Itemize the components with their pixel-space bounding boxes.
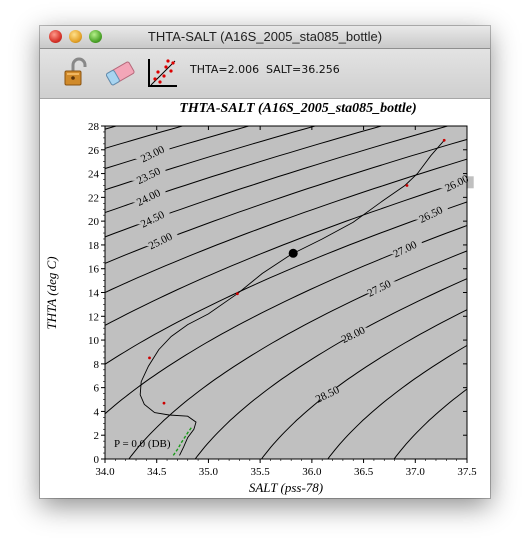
contour-label-bg	[310, 387, 345, 400]
profile-line	[139, 140, 445, 456]
x-tick-label: 35.5	[251, 466, 271, 478]
x-tick-label: 37.0	[406, 466, 426, 478]
contour-line	[105, 126, 450, 238]
x-axis-label: SALT (pss-78)	[249, 480, 323, 495]
contour-line	[260, 309, 467, 459]
app-window: THTA-SALT (A16S_2005_sta085_bottle)	[40, 26, 490, 498]
y-tick-label: 24	[88, 169, 100, 181]
x-tick-label: 34.0	[95, 466, 115, 478]
contour-line	[393, 388, 467, 459]
y-tick-label: 2	[94, 430, 100, 442]
close-button[interactable]	[49, 30, 62, 43]
pressure-annotation: P = 0.0 (DB)	[114, 438, 171, 450]
unlocked-padlock-icon[interactable]	[60, 57, 92, 89]
y-tick-label: 14	[88, 288, 100, 300]
contour-label-bg	[135, 147, 170, 159]
selected-point-marker[interactable]	[288, 248, 298, 258]
eraser-icon[interactable]	[104, 57, 136, 89]
plot-area[interactable]: THTA-SALT (A16S_2005_sta085_bottle) 23.0…	[40, 99, 490, 498]
y-tick-label: 26	[88, 145, 100, 157]
contour-label-bg	[135, 212, 170, 225]
x-tick-label: 34.5	[147, 466, 167, 478]
deep-water-segment	[172, 426, 193, 456]
scatter-plot-icon[interactable]	[146, 57, 178, 89]
contour-label-bg	[439, 176, 474, 189]
y-tick-label: 0	[94, 454, 100, 466]
y-tick-label: 28	[88, 121, 100, 133]
toolbar: THTA=2.006 SALT=36.256	[40, 49, 490, 99]
contour-label-bg	[131, 190, 166, 203]
x-tick-label: 36.5	[354, 466, 374, 478]
y-axis-label: THTA (deg C)	[44, 256, 59, 329]
sample-point	[162, 401, 166, 405]
sample-point	[236, 292, 239, 296]
x-tick-label: 37.5	[457, 466, 477, 478]
y-tick-label: 10	[88, 335, 100, 347]
y-tick-label: 18	[88, 240, 100, 252]
contour-label-bg	[131, 168, 166, 181]
contour-line	[194, 278, 467, 459]
y-tick-label: 22	[88, 192, 99, 204]
window-title: THTA-SALT (A16S_2005_sta085_bottle)	[147, 29, 383, 44]
contour-line	[327, 344, 467, 459]
contour-label-bg	[362, 281, 397, 294]
minimize-button[interactable]	[69, 30, 82, 43]
sample-point	[442, 138, 446, 142]
contour-line	[105, 179, 467, 326]
contour-label-bg	[413, 207, 448, 220]
profile-layer	[139, 138, 446, 456]
salt-readout: SALT=36.256	[266, 63, 340, 76]
thta-readout: THTA=2.006	[190, 63, 260, 76]
y-tick-label: 8	[94, 359, 100, 371]
x-axis-ticks: 34.0 34.5 35.0 35.5 36.0 36.5 37.0 37.5	[95, 126, 477, 478]
contour-label-bg	[143, 234, 178, 247]
x-tick-label: 36.0	[302, 466, 322, 478]
x-tick-label: 35.0	[199, 466, 219, 478]
y-tick-label: 20	[88, 216, 100, 228]
thta-salt-chart[interactable]: THTA-SALT (A16S_2005_sta085_bottle) 23.0…	[40, 99, 490, 498]
y-tick-label: 6	[94, 383, 100, 395]
contour-label-bg	[336, 327, 371, 340]
y-tick-label: 4	[94, 406, 100, 418]
y-tick-label: 16	[88, 264, 100, 276]
contour-line	[105, 158, 467, 294]
contour-line	[105, 126, 384, 214]
contour-line	[105, 138, 467, 264]
contour-line	[105, 224, 467, 415]
chart-title: THTA-SALT (A16S_2005_sta085_bottle)	[179, 101, 416, 116]
y-tick-label: 12	[88, 311, 99, 323]
sample-point	[148, 356, 151, 360]
zoom-button[interactable]	[89, 30, 102, 43]
contour-label-bg	[387, 242, 422, 255]
title-bar: THTA-SALT (A16S_2005_sta085_bottle)	[40, 26, 490, 49]
sample-point	[405, 184, 409, 187]
